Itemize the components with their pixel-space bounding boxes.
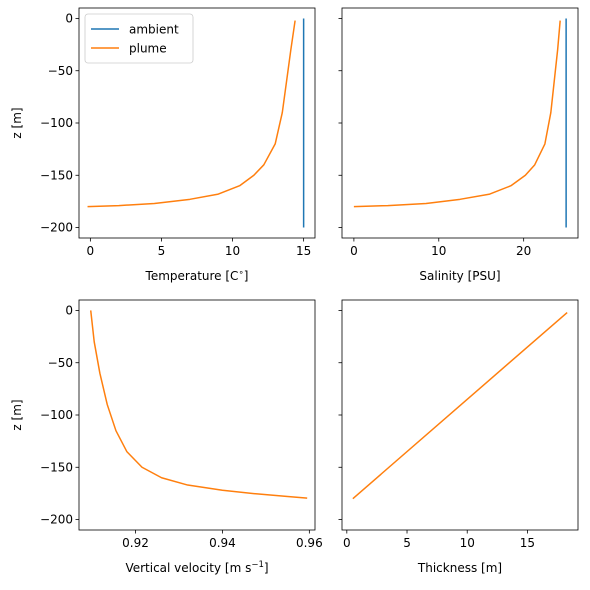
- y-tick-label: −150: [40, 460, 73, 474]
- x-tick-label: 0.96: [296, 536, 323, 550]
- x-tick-label: 15: [520, 536, 535, 550]
- legend-box: [84, 13, 194, 64]
- y-tick-label: −200: [40, 221, 73, 235]
- x-tick-label: 0: [343, 536, 351, 550]
- x-tick-label: 0: [87, 244, 95, 258]
- y-tick-label: −50: [48, 356, 73, 370]
- x-tick-label: 5: [403, 536, 411, 550]
- y-tick-label: −200: [40, 513, 73, 527]
- x-tick-label: 15: [296, 244, 311, 258]
- x-tick-label: 0.92: [122, 536, 149, 550]
- subplot-1: 0 5 10 15 0 −50 −100 −150 −200 Temperature [C∘] z …: [10, 7, 316, 283]
- series-line-plume: [353, 20, 561, 208]
- x-tick-label: 10: [460, 536, 475, 550]
- x-tick-label: 20: [516, 244, 531, 258]
- subplot-3: 0.92 0.94 0.96 0 −50 −100 −150 −200 Vertical vel…: [10, 299, 323, 575]
- series-line-plume: [87, 20, 296, 208]
- y-axis-label: z [m]: [10, 107, 24, 138]
- y-tick-label: −150: [40, 168, 73, 182]
- x-tick-label: 10: [431, 244, 446, 258]
- x-axis-label: Salinity [PSU]: [419, 269, 500, 283]
- y-tick-label: 0: [65, 304, 73, 318]
- axes-frame: [341, 7, 579, 239]
- legend: ambient plume: [84, 13, 194, 64]
- y-tick-label: −50: [48, 64, 73, 78]
- legend-label-plume: plume: [129, 41, 167, 55]
- x-axis-label: Vertical velocity [m s−1]: [125, 560, 268, 575]
- y-tick-label: −100: [40, 408, 73, 422]
- subplot-2: 0 10 20 Salinity [PSU]: [338, 7, 579, 283]
- y-tick-label: 0: [65, 12, 73, 26]
- legend-label-ambient: ambient: [129, 22, 179, 36]
- x-axis-label: Thickness [m]: [417, 561, 502, 575]
- x-tick-label: 5: [158, 244, 166, 258]
- y-axis-label: z [m]: [10, 399, 24, 430]
- x-tick-label: 0: [350, 244, 358, 258]
- series-line-plume: [352, 311, 568, 500]
- x-tick-label: 10: [225, 244, 240, 258]
- subplot-4: 0 5 10 15 Thickness [m]: [338, 299, 579, 575]
- x-axis-label: Temperature [C∘]: [145, 268, 249, 283]
- series-line-plume: [89, 310, 308, 499]
- x-tick-label: 0.94: [209, 536, 236, 550]
- y-tick-label: −100: [40, 116, 73, 130]
